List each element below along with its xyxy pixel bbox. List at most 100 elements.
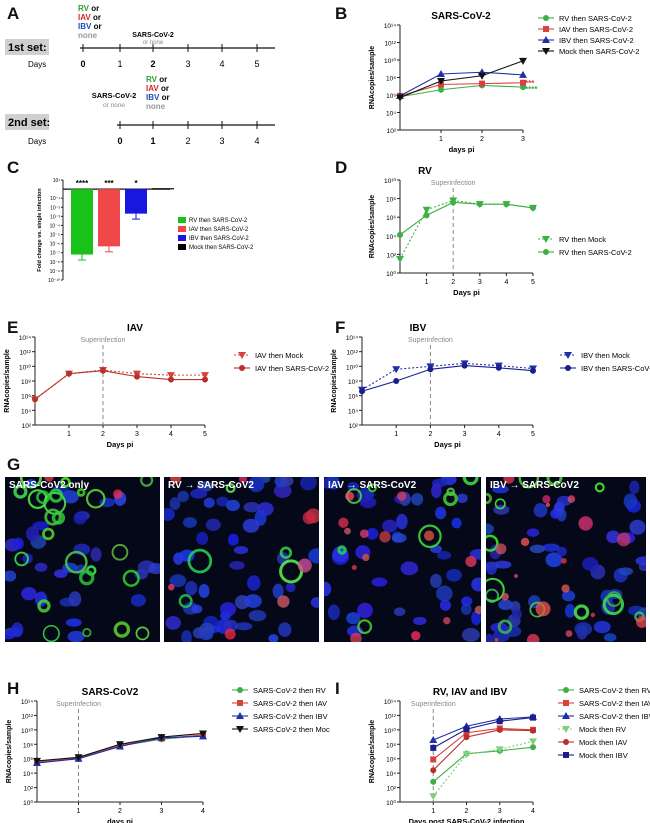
- legend-label: RV then SARS-CoV-2: [559, 248, 632, 257]
- x-tick-label: 4: [169, 431, 173, 438]
- green-signal: [279, 546, 293, 559]
- nucleus-blob: [623, 493, 638, 509]
- green-signal: [37, 599, 51, 613]
- y-tick-label: 10⁻⁹: [50, 269, 60, 275]
- legend-label: RV then SARS-CoV-2: [189, 218, 248, 224]
- series-line: [432, 746, 534, 783]
- legend-marker: [542, 236, 550, 243]
- days-label: Days: [28, 137, 46, 146]
- nucleus-blob: [61, 490, 79, 504]
- green-signal: [48, 488, 64, 503]
- x-tick-label: 1: [431, 808, 435, 815]
- green-signal: [367, 483, 377, 493]
- nucleus-blob: [243, 502, 261, 513]
- red-signal: [503, 477, 515, 484]
- y-tick-label: 10⁸: [386, 76, 396, 83]
- data-point: [530, 714, 536, 721]
- red-signal: [495, 543, 507, 555]
- x-tick-label: 2: [118, 808, 122, 815]
- legend-label: RV then SARS-CoV-2: [559, 14, 632, 23]
- chart-h-sarscov2: SARS-CoV2 10⁰ 10² 10⁴ 10⁶ 10⁸ 10¹⁰ 10¹² 10¹⁴ 1 2 3 4…: [6, 686, 330, 823]
- red-signal: [542, 495, 551, 504]
- panel-label-h: H: [7, 679, 20, 698]
- data-point: [427, 366, 434, 373]
- micrograph-ibv-sarscov2: IBV → SARS-CoV2: [486, 477, 646, 642]
- panel-label-b: B: [335, 4, 348, 23]
- y-tick-label: 10⁻¹⁰: [48, 278, 60, 284]
- nucleus-blob: [242, 518, 260, 533]
- nucleus-blob: [205, 518, 221, 531]
- y-tick-label: 10⁶: [386, 757, 396, 764]
- green-signal: [76, 487, 86, 497]
- nucleus-blob: [393, 607, 406, 617]
- data-point: [422, 206, 431, 214]
- green-signal: [111, 543, 129, 561]
- data-point: [430, 767, 437, 774]
- nucleus-blob: [413, 616, 427, 626]
- y-tick-label: 10¹⁴: [21, 699, 33, 706]
- set1-virus-option: RV or: [78, 4, 99, 13]
- green-signal: [494, 498, 506, 510]
- y-tick-label: 10⁶: [386, 93, 396, 100]
- y-tick-label: 10⁶: [23, 757, 33, 764]
- data-point: [530, 727, 536, 734]
- data-point: [530, 204, 536, 211]
- nucleus-blob: [436, 585, 453, 602]
- y-tick-label: 10⁰: [386, 270, 396, 278]
- nucleus-blob: [554, 501, 565, 512]
- y-tick-label: 10⁶: [21, 394, 31, 401]
- data-point: [201, 372, 209, 380]
- legend-label: IBV then SARS-CoV-2: [189, 236, 249, 242]
- red-signal: [561, 584, 570, 593]
- series-line: [432, 729, 534, 771]
- nucleus-blob: [391, 533, 407, 543]
- nucleus-blob: [359, 496, 377, 509]
- nucleus-blob: [34, 591, 48, 607]
- y-tick-label: 10²: [349, 423, 359, 430]
- panel-label-f: F: [335, 318, 346, 337]
- green-signal: [36, 490, 50, 505]
- series-line: [433, 716, 534, 741]
- legend-label: SARS-CoV-2 then RV: [253, 686, 326, 695]
- bar: [125, 189, 147, 214]
- x-axis-label: days pi: [107, 817, 133, 823]
- y-tick-label: 10²: [387, 252, 397, 259]
- nucleus-blob: [308, 548, 319, 564]
- panel-label-a: A: [7, 4, 20, 23]
- nucleus-blob: [165, 615, 181, 630]
- nucleus-blob: [272, 583, 284, 599]
- legend-marker: [562, 712, 570, 719]
- bar: [152, 188, 174, 190]
- nucleus-blob: [268, 634, 279, 642]
- legend-label: Mock then RV: [579, 725, 626, 734]
- chart-title: SARS-CoV2: [82, 687, 139, 698]
- nucleus-blob: [498, 599, 513, 611]
- red-signal: [170, 477, 181, 484]
- micrograph-iav-sarscov2: IAV → SARS-CoV2: [324, 477, 481, 642]
- red-signal: [359, 529, 369, 539]
- nucleus-blob: [437, 551, 452, 560]
- y-tick-label: 10¹⁰: [384, 177, 396, 185]
- data-point: [168, 376, 174, 383]
- legend-label: IBV then SARS-CoV-2: [559, 36, 634, 45]
- significance-marker: ****: [76, 179, 89, 188]
- y-tick-label: 10¹⁰: [384, 727, 396, 735]
- nucleus-blob: [396, 513, 408, 530]
- nucleus-blob: [446, 568, 462, 582]
- data-point: [479, 80, 485, 87]
- y-tick-label: 10¹⁴: [384, 23, 396, 30]
- y-tick-label: 10¹²: [384, 713, 396, 720]
- nucleus-blob: [181, 630, 192, 642]
- green-signal: [42, 527, 55, 541]
- data-point: [437, 78, 445, 85]
- legend-marker: [543, 249, 549, 255]
- y-tick-label: 10²: [24, 786, 34, 793]
- nucleus-blob: [34, 562, 48, 572]
- green-signal: [85, 489, 106, 509]
- x-tick-label: 1: [439, 136, 443, 143]
- y-tick-label: 10¹²: [346, 350, 358, 357]
- significance-marker: *: [134, 179, 138, 188]
- x-tick-label: 5: [531, 431, 535, 438]
- x-tick-label: 3: [463, 431, 467, 438]
- data-point: [496, 726, 503, 733]
